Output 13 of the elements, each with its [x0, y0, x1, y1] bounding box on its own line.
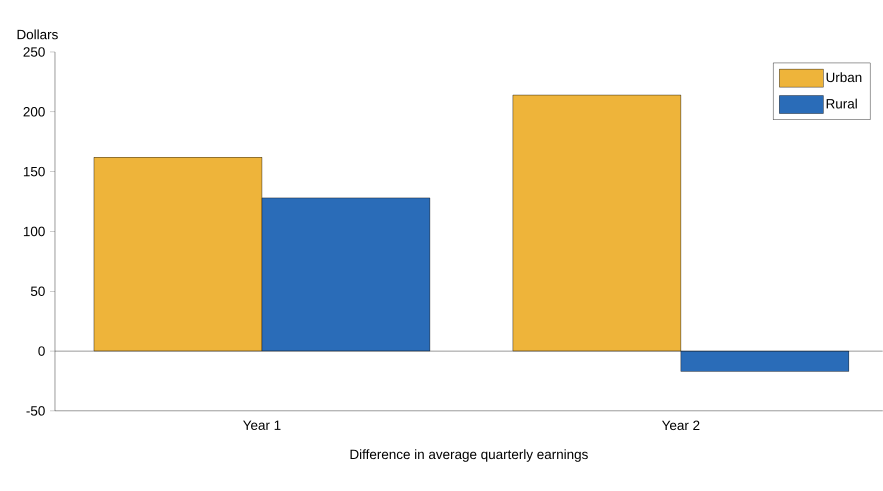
y-tick-label: 200 — [24, 107, 45, 117]
x-tick-label: Year 2 — [662, 420, 700, 430]
y-tick-label: -50 — [26, 406, 45, 416]
x-axis-title: Difference in average quarterly earnings — [350, 449, 588, 462]
y-tick-label: 0 — [38, 346, 45, 356]
x-tick-label: Year 1 — [243, 420, 280, 430]
legend-label: Rural — [826, 98, 857, 109]
y-tick-label: 250 — [24, 47, 45, 57]
y-tick-label: 100 — [24, 226, 45, 236]
y-axis-title: Dollars — [18, 29, 58, 40]
legend-label: Urban — [826, 72, 862, 82]
y-tick-label: 50 — [30, 286, 45, 296]
y-tick-label: 150 — [24, 166, 45, 176]
